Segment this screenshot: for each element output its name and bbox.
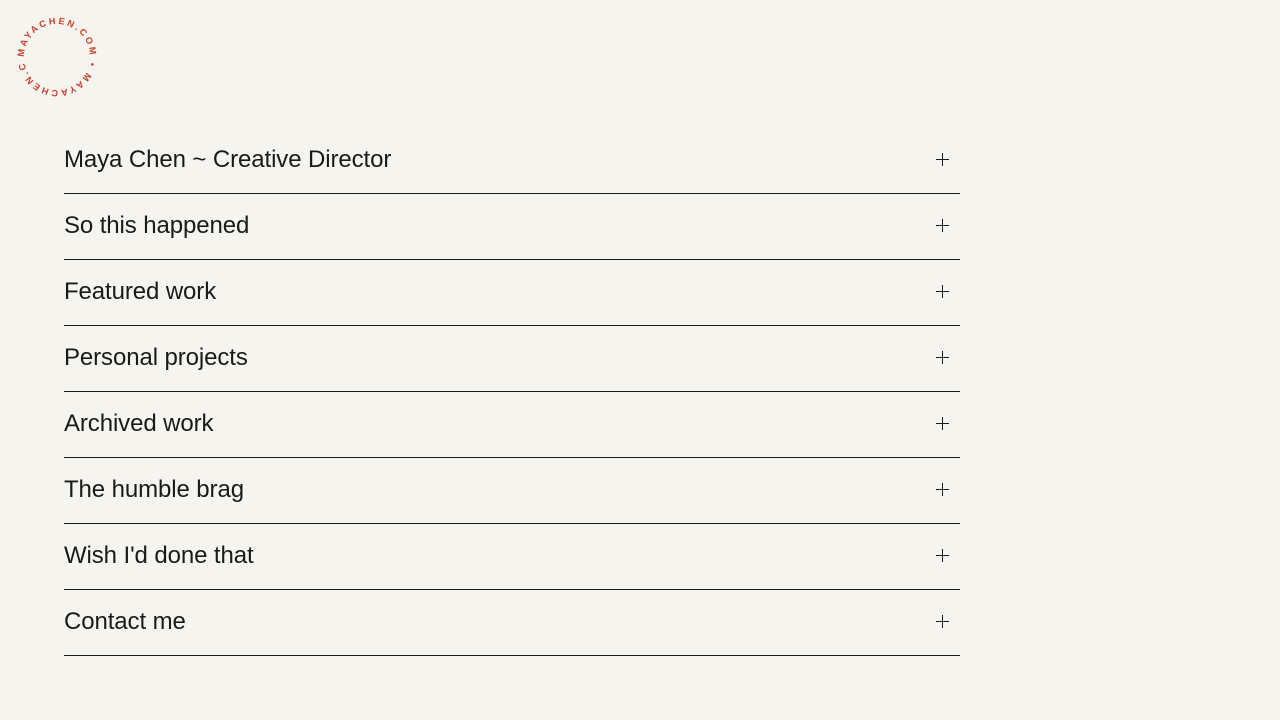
accordion-label: Featured work <box>64 277 217 305</box>
plus-icon[interactable] <box>936 152 950 167</box>
accordion-label: Personal projects <box>64 343 248 371</box>
plus-icon[interactable] <box>936 218 950 233</box>
plus-icon[interactable] <box>936 548 950 563</box>
accordion-row-humble-brag[interactable]: The humble brag <box>64 458 960 524</box>
accordion-label: So this happened <box>64 211 250 239</box>
plus-icon[interactable] <box>936 416 950 431</box>
accordion-row-intro[interactable]: Maya Chen ~ Creative Director <box>64 128 960 194</box>
accordion-row-featured-work[interactable]: Featured work <box>64 260 960 326</box>
accordion-label: Archived work <box>64 409 214 437</box>
plus-icon[interactable] <box>936 614 950 629</box>
accordion-row-archived-work[interactable]: Archived work <box>64 392 960 458</box>
accordion-row-wish-id-done-that[interactable]: Wish I'd done that <box>64 524 960 590</box>
accordion-row-so-this-happened[interactable]: So this happened <box>64 194 960 260</box>
accordion-row-personal-projects[interactable]: Personal projects <box>64 326 960 392</box>
accordion-label: The humble brag <box>64 475 244 503</box>
site-logo[interactable]: MAYACHEN.COM • MAYACHEN.COM • <box>7 4 102 102</box>
circular-wordmark-icon: MAYACHEN.COM • MAYACHEN.COM • <box>7 4 96 98</box>
logo-ring-text: MAYACHEN.COM • MAYACHEN.COM • <box>7 4 98 98</box>
logo-ring-textpath: MAYACHEN.COM • MAYACHEN.COM • <box>7 4 96 98</box>
plus-icon[interactable] <box>936 350 950 365</box>
plus-icon[interactable] <box>936 482 950 497</box>
accordion-list: Maya Chen ~ Creative Director So this ha… <box>64 128 960 656</box>
accordion-label: Wish I'd done that <box>64 541 254 569</box>
plus-icon[interactable] <box>936 284 950 299</box>
accordion-label: Contact me <box>64 607 186 635</box>
accordion-row-contact-me[interactable]: Contact me <box>64 590 960 656</box>
accordion-label: Maya Chen ~ Creative Director <box>64 145 392 173</box>
